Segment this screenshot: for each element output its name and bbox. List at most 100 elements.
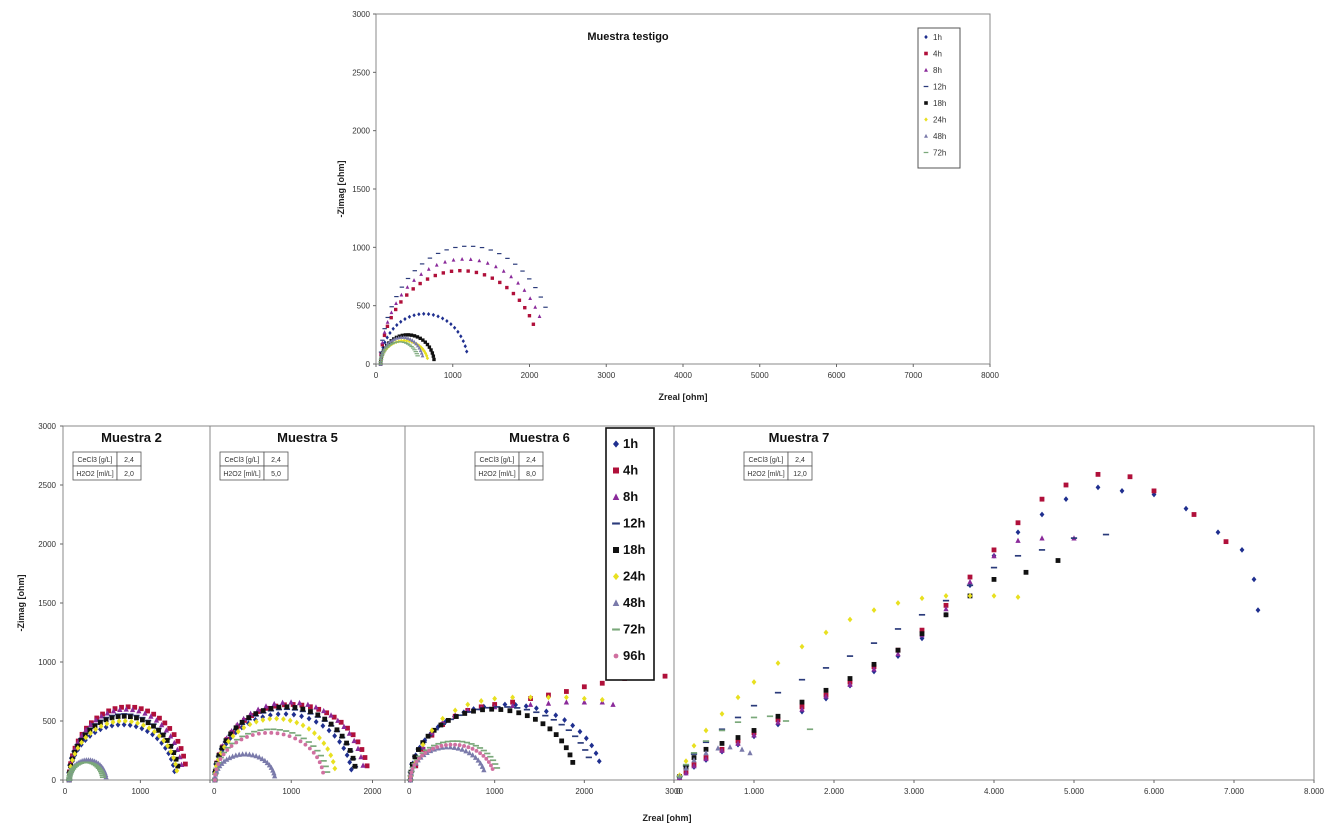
point-12h bbox=[559, 724, 565, 726]
x-tick-label: 5.000 bbox=[1064, 787, 1085, 796]
point-18h bbox=[454, 714, 459, 719]
point-4h bbox=[475, 271, 478, 274]
point-12h bbox=[504, 706, 510, 708]
point-72h bbox=[719, 730, 725, 732]
point-18h bbox=[752, 728, 757, 733]
point-18h bbox=[300, 707, 305, 712]
point-12h bbox=[444, 249, 448, 250]
point-18h bbox=[432, 354, 435, 357]
point-96h bbox=[458, 743, 462, 747]
chart-muestra-testigo: 0 1000 2000 3000 4000 5000 6000 7000 80000500100… bbox=[336, 10, 999, 402]
point-18h bbox=[431, 351, 434, 354]
legend-marker-4h bbox=[924, 52, 928, 56]
point-4h bbox=[399, 300, 402, 303]
y-tick-label: 2000 bbox=[352, 127, 370, 136]
point-96h bbox=[245, 735, 249, 739]
point-4h bbox=[505, 286, 508, 289]
point-72h bbox=[264, 729, 270, 731]
point-12h bbox=[380, 340, 384, 341]
x-tick-label: 2000 bbox=[575, 787, 593, 796]
point-72h bbox=[251, 731, 257, 733]
x-tick-label: 7.000 bbox=[1224, 787, 1245, 796]
point-18h bbox=[429, 348, 432, 351]
point-96h bbox=[491, 767, 495, 771]
point-96h bbox=[234, 741, 238, 745]
point-96h bbox=[487, 760, 491, 764]
point-72h bbox=[767, 715, 773, 717]
point-72h bbox=[473, 745, 479, 747]
point-18h bbox=[140, 718, 145, 723]
point-12h bbox=[436, 253, 440, 254]
point-96h bbox=[282, 733, 286, 737]
x-tick-label: 1000 bbox=[131, 787, 149, 796]
point-4h bbox=[466, 269, 469, 272]
point-18h bbox=[353, 764, 358, 769]
point-72h bbox=[387, 345, 391, 346]
point-72h bbox=[492, 763, 498, 765]
point-4h bbox=[564, 689, 569, 694]
point-12h bbox=[775, 692, 781, 694]
point-18h bbox=[344, 741, 349, 746]
point-72h bbox=[310, 745, 316, 747]
point-18h bbox=[134, 716, 139, 721]
point-12h bbox=[943, 600, 949, 602]
point-72h bbox=[68, 771, 74, 773]
legend-label-48h: 48h bbox=[933, 132, 946, 141]
y-tick-label: 500 bbox=[43, 717, 57, 726]
point-12h bbox=[386, 317, 390, 318]
panel-title: Muestra 6 bbox=[509, 430, 570, 445]
table-label: H2O2 [ml/L] bbox=[76, 471, 113, 478]
x-tick-label: 1000 bbox=[444, 371, 462, 380]
point-4h bbox=[968, 575, 973, 580]
x-tick-label: 0 bbox=[374, 371, 379, 380]
point-4h bbox=[992, 548, 997, 553]
point-18h bbox=[308, 709, 313, 714]
point-4h bbox=[582, 684, 587, 689]
point-96h bbox=[225, 748, 229, 752]
point-12h bbox=[400, 287, 404, 288]
point-4h bbox=[532, 323, 535, 326]
point-18h bbox=[261, 708, 266, 713]
point-12h bbox=[533, 287, 537, 288]
point-12h bbox=[578, 742, 584, 744]
y-tick-label: 1000 bbox=[38, 658, 56, 667]
point-12h bbox=[471, 246, 475, 247]
point-72h bbox=[379, 359, 383, 360]
point-4h bbox=[181, 754, 186, 759]
point-72h bbox=[99, 772, 105, 774]
point-4h bbox=[1096, 472, 1101, 477]
point-12h bbox=[919, 614, 925, 616]
legend-label-48h: 48h bbox=[623, 595, 645, 610]
point-72h bbox=[70, 768, 76, 770]
table-value: 5,0 bbox=[271, 471, 281, 478]
point-96h bbox=[276, 731, 280, 735]
point-12h bbox=[751, 705, 757, 707]
point-96h bbox=[318, 760, 322, 764]
point-72h bbox=[381, 352, 385, 353]
x-tick-label: 4.000 bbox=[984, 787, 1005, 796]
y-tick-label: 500 bbox=[357, 302, 371, 311]
point-4h bbox=[442, 271, 445, 274]
point-18h bbox=[1056, 558, 1061, 563]
point-72h bbox=[406, 343, 410, 344]
point-4h bbox=[1016, 520, 1021, 525]
point-18h bbox=[156, 728, 161, 733]
point-96h bbox=[449, 743, 453, 747]
point-4h bbox=[491, 276, 494, 279]
legend-label-8h: 8h bbox=[933, 66, 942, 75]
chart-bottom-panels: 050010001500200025003000-Zimag [ohm]0 100… bbox=[16, 422, 1325, 796]
y-tick-label: 1500 bbox=[352, 185, 370, 194]
point-4h bbox=[157, 716, 162, 721]
y-tick-label: 1500 bbox=[38, 599, 56, 608]
y-tick-label: 3000 bbox=[38, 422, 56, 431]
point-4h bbox=[434, 274, 437, 277]
point-18h bbox=[146, 720, 151, 725]
table-label: CeCl3 [g/L] bbox=[479, 457, 514, 464]
legend-marker-4h bbox=[613, 468, 619, 474]
point-18h bbox=[285, 704, 290, 709]
point-4h bbox=[405, 293, 408, 296]
point-18h bbox=[498, 707, 503, 712]
point-18h bbox=[896, 648, 901, 653]
x-tick-label: 0 bbox=[676, 787, 681, 796]
point-18h bbox=[525, 713, 530, 718]
